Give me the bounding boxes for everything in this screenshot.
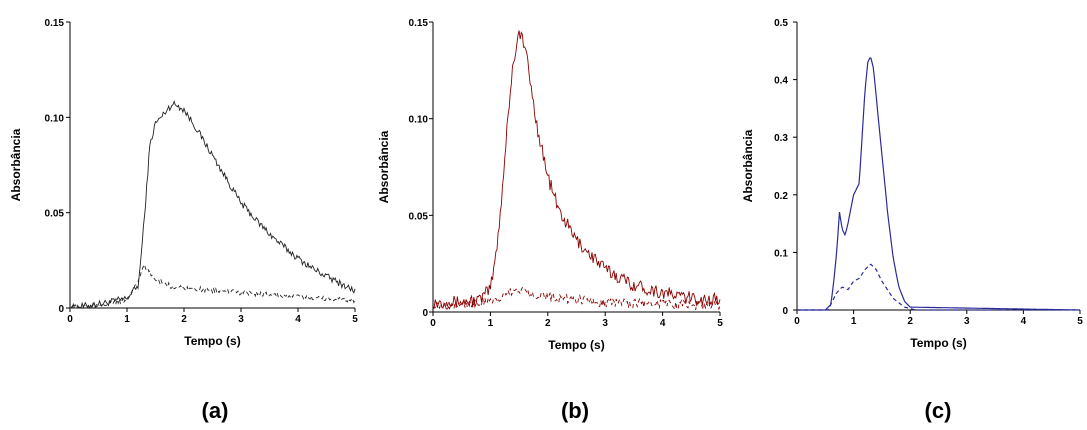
x-tick-label: 0: [67, 314, 73, 325]
series-line-dashed: [797, 263, 1080, 311]
y-tick-label: 0.5: [774, 18, 788, 29]
y-tick-label: 0.4: [774, 76, 788, 87]
y-tick-label: 0: [782, 306, 788, 317]
x-tick-label: 4: [660, 318, 666, 329]
panel-label: (a): [202, 398, 229, 423]
x-tick-label: 5: [1077, 316, 1083, 327]
x-tick-label: 3: [964, 316, 970, 327]
y-tick-label: 0.10: [409, 115, 429, 126]
x-tick-label: 0: [794, 316, 800, 327]
y-tick-label: 0: [422, 308, 428, 319]
x-tick-label: 3: [602, 318, 608, 329]
x-tick-label: 4: [1021, 316, 1027, 327]
y-tick-label: 0.10: [45, 113, 65, 124]
x-axis-title: Tempo (s): [910, 336, 966, 350]
y-tick-label: 0.2: [774, 191, 788, 202]
series-line-dashed: [432, 286, 721, 312]
y-axis-title: Absorbância: [377, 130, 391, 203]
x-tick-label: 5: [352, 314, 358, 325]
y-tick-label: 0.05: [409, 211, 429, 222]
panel-label: (c): [925, 398, 952, 423]
x-axis-title: Tempo (s): [548, 338, 604, 352]
x-tick-label: 2: [181, 314, 187, 325]
y-tick-label: 0.05: [45, 209, 65, 220]
series-line-dashed: [70, 263, 356, 310]
chart-panel-2: 0 1 2 3 4 5 0 0.05 0.10 0.15 Tempo (s) Absorbância (…: [377, 18, 723, 423]
y-tick-label: 0.3: [774, 133, 788, 144]
y-axis-title: Absorbância: [741, 129, 755, 202]
chart-panel-3: 0 1 2 3 4 5 0 0.1 0.2 0.3 0.4 0.5 Tempo (s) Absorbânc…: [741, 18, 1083, 423]
x-tick-label: 1: [851, 316, 857, 327]
y-tick-label: 0: [58, 304, 64, 315]
x-tick-label: 5: [717, 318, 723, 329]
series-line-solid: [70, 100, 356, 310]
x-tick-label: 2: [907, 316, 913, 327]
y-tick-label: 0.15: [45, 18, 65, 29]
x-axis-title: Tempo (s): [184, 334, 240, 348]
y-axis-title: Absorbância: [9, 128, 23, 201]
x-tick-label: 3: [238, 314, 244, 325]
chart-panel-1: 0 1 2 3 4 5 0 0.05 0.10 0.15 Tempo (s) Absorbância (…: [9, 18, 358, 423]
series-line-solid: [797, 57, 1080, 311]
series-line-solid: [432, 30, 721, 310]
x-tick-label: 1: [488, 318, 494, 329]
y-tick-label: 0.15: [409, 18, 429, 29]
x-tick-label: 2: [545, 318, 551, 329]
y-tick-label: 0.1: [774, 248, 788, 259]
x-tick-label: 4: [295, 314, 301, 325]
x-tick-label: 0: [430, 318, 436, 329]
x-tick-label: 1: [124, 314, 130, 325]
panel-label: (b): [561, 398, 589, 423]
